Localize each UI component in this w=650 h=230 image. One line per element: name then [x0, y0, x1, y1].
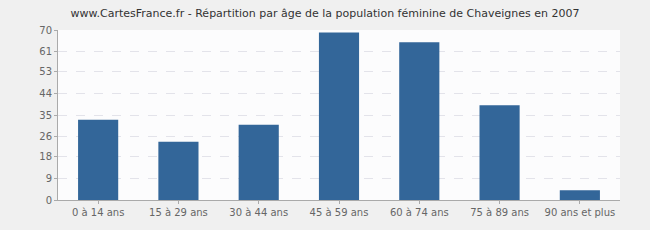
- svg-text:60 à 74 ans: 60 à 74 ans: [390, 207, 449, 218]
- svg-text:53: 53: [39, 66, 52, 77]
- svg-text:45 à 59 ans: 45 à 59 ans: [310, 207, 369, 218]
- svg-text:75 à 89 ans: 75 à 89 ans: [470, 207, 529, 218]
- svg-text:61: 61: [39, 46, 52, 57]
- svg-text:15 à 29 ans: 15 à 29 ans: [149, 207, 208, 218]
- svg-text:0: 0: [46, 195, 52, 206]
- svg-text:0 à 14 ans: 0 à 14 ans: [72, 207, 124, 218]
- svg-text:44: 44: [39, 88, 52, 99]
- svg-text:30 à 44 ans: 30 à 44 ans: [229, 207, 288, 218]
- svg-text:70: 70: [39, 25, 52, 36]
- svg-text:18: 18: [39, 151, 52, 162]
- svg-text:www.CartesFrance.fr - Répartit: www.CartesFrance.fr - Répartition par âg…: [71, 7, 580, 20]
- svg-text:9: 9: [46, 173, 52, 184]
- svg-text:35: 35: [39, 110, 52, 121]
- svg-text:90 ans et plus: 90 ans et plus: [545, 207, 616, 218]
- svg-text:26: 26: [39, 131, 52, 142]
